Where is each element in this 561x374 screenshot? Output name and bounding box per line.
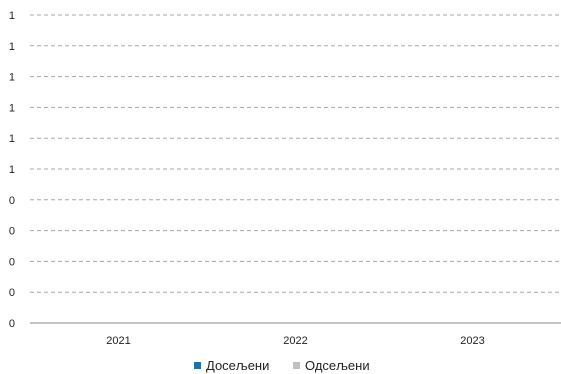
y-tick-label: 1 <box>9 164 15 176</box>
x-tick-label: 2023 <box>460 335 484 347</box>
y-tick-label: 1 <box>9 41 15 53</box>
x-axis-tick-labels: 2021 2022 2023 <box>106 335 484 347</box>
y-tick-label: 0 <box>9 318 15 330</box>
x-tick-label: 2022 <box>283 335 307 347</box>
legend-swatch <box>293 362 300 369</box>
y-tick-label: 0 <box>9 226 15 238</box>
y-tick-label: 0 <box>9 256 15 268</box>
y-tick-label: 0 <box>9 195 15 207</box>
legend: Досељени Одсељени <box>194 358 370 373</box>
legend-item-1[interactable]: Одсељени <box>293 358 370 373</box>
legend-swatch <box>194 362 201 369</box>
grid-lines <box>30 14 561 293</box>
y-tick-label: 0 <box>9 287 15 299</box>
legend-label: Одсељени <box>305 358 370 373</box>
y-tick-label: 1 <box>9 102 15 114</box>
y-tick-label: 1 <box>9 10 15 22</box>
x-tick-label: 2021 <box>106 335 130 347</box>
legend-label: Досељени <box>206 358 269 373</box>
y-axis-tick-labels: 0 0 0 0 0 1 1 1 1 1 1 <box>9 10 15 330</box>
y-tick-label: 1 <box>9 133 15 145</box>
y-tick-label: 1 <box>9 72 15 84</box>
legend-item-0[interactable]: Досељени <box>194 358 269 373</box>
